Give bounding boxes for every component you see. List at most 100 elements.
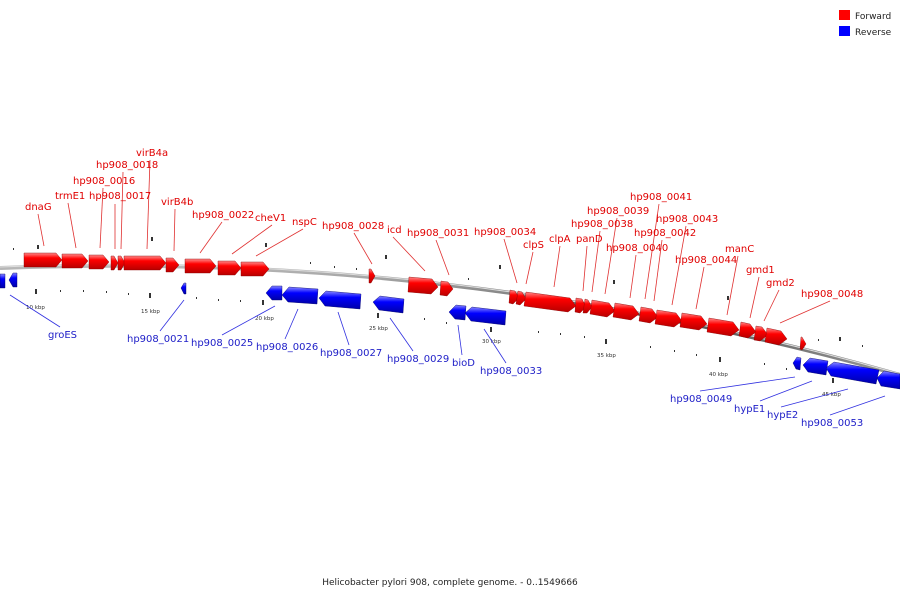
tick-minor-marks	[13, 248, 863, 370]
tick-minor	[240, 300, 241, 302]
gene-label-forward: cheV1	[255, 213, 286, 224]
gene-label-forward: hp908_0040	[606, 243, 668, 254]
gene-forward[interactable]	[88, 254, 110, 270]
leader-line	[255, 228, 304, 257]
gene-forward[interactable]	[117, 255, 126, 271]
tick-minor	[106, 291, 107, 293]
gene-label-forward: hp908_0042	[634, 228, 696, 239]
leader-line	[435, 239, 450, 276]
gene-forward[interactable]	[654, 309, 683, 328]
gene-forward[interactable]	[407, 276, 439, 295]
gene-reverse[interactable]	[876, 370, 900, 390]
gene-label-reverse: hp908_0053	[801, 418, 863, 429]
gene-reverse[interactable]	[372, 295, 405, 314]
gene-label-forward: hp908_0031	[407, 228, 469, 239]
gene-label-forward: hp908_0016	[73, 176, 135, 187]
leader-line	[99, 187, 104, 249]
gene-reverse[interactable]	[464, 306, 507, 326]
gene-label-forward: hp908_0048	[801, 289, 863, 300]
leader-line	[389, 317, 414, 352]
gene-forward[interactable]	[110, 255, 119, 271]
gene-forward[interactable]	[764, 327, 788, 346]
gene-label-reverse: hp908_0027	[320, 348, 382, 359]
tick-minor	[674, 350, 675, 352]
gene-forward[interactable]	[589, 299, 616, 318]
tick-minor	[13, 248, 14, 250]
gene-label-forward: panD	[576, 234, 603, 245]
tick-minor	[334, 266, 335, 268]
gene-forward[interactable]	[523, 291, 577, 313]
gene-reverse[interactable]	[265, 285, 283, 301]
gene-forward[interactable]	[612, 302, 640, 321]
gene-label-reverse: bioD	[452, 358, 475, 369]
gene-forward[interactable]	[217, 260, 242, 276]
gene-label-forward: manC	[725, 244, 754, 255]
leader-line	[591, 230, 601, 293]
gene-forward[interactable]	[23, 252, 63, 268]
leader-line	[159, 299, 185, 332]
tick-minor	[650, 346, 651, 348]
legend-forward-swatch	[839, 10, 850, 20]
gene-reverse[interactable]	[825, 361, 880, 385]
legend-forward-label: Forward	[855, 12, 891, 22]
leader-line	[457, 324, 463, 356]
gene-label-forward: gmd2	[766, 278, 795, 289]
gene-forward[interactable]	[123, 255, 167, 271]
leader-line	[582, 245, 588, 292]
legend: Forward Reverse	[839, 10, 892, 38]
gene-forward[interactable]	[61, 253, 89, 269]
gene-reverse[interactable]	[281, 286, 319, 305]
gene-reverse[interactable]	[8, 272, 18, 288]
gene-forward[interactable]	[638, 306, 659, 324]
gene-reverse[interactable]	[448, 304, 467, 321]
gene-label-forward: trmE1	[55, 191, 85, 202]
gene-label-forward: hp908_0017	[89, 191, 151, 202]
gene-label-reverse: hypE2	[767, 410, 798, 421]
gene-forward[interactable]	[574, 297, 587, 314]
legend-reverse-swatch	[839, 26, 850, 36]
gene-forward[interactable]	[738, 321, 757, 339]
gene-forward[interactable]	[582, 298, 593, 314]
gene-forward[interactable]	[679, 312, 708, 331]
gene-reverse[interactable]	[0, 273, 6, 289]
tick-minor	[786, 368, 787, 370]
tick-minor	[60, 290, 61, 292]
gene-label-forward: hp908_0043	[656, 214, 718, 225]
gene-label-reverse: hp908_0049	[670, 394, 732, 405]
gene-forward[interactable]	[368, 268, 376, 284]
tick-minor	[764, 363, 765, 365]
reverse-gene-labels: groES hp908_0021 hp908_0025 hp908_0026 h…	[48, 330, 863, 429]
gene-forward[interactable]	[799, 336, 807, 351]
tick-minor	[560, 333, 561, 335]
leader-line	[604, 217, 618, 295]
gene-label-forward: hp908_0018	[96, 160, 158, 171]
tick-label: 20 kbp	[255, 316, 274, 322]
gene-forward[interactable]	[439, 280, 454, 297]
gene-forward[interactable]	[706, 317, 740, 337]
gene-label-forward: hp908_0022	[192, 210, 254, 221]
leader-line	[759, 380, 813, 402]
gene-label-forward: icd	[387, 225, 402, 236]
gene-reverse[interactable]	[180, 282, 187, 295]
tick-minor	[862, 345, 863, 347]
gene-reverse[interactable]	[792, 356, 802, 371]
tick-minor	[696, 354, 697, 356]
tick-label: 35 kbp	[597, 353, 616, 359]
gene-label-forward: virB4a	[136, 148, 168, 159]
leader-line	[695, 266, 705, 310]
gene-label-reverse: hp908_0026	[256, 342, 318, 353]
gene-forward[interactable]	[184, 258, 217, 274]
gene-forward[interactable]	[165, 257, 180, 273]
gene-forward[interactable]	[240, 261, 270, 277]
leader-line	[173, 208, 176, 252]
gene-reverse[interactable]	[802, 357, 829, 376]
gene-forward[interactable]	[753, 325, 769, 342]
gene-label-reverse: hp908_0029	[387, 354, 449, 365]
leader-line	[525, 251, 534, 285]
genome-axis	[0, 263, 900, 377]
gene-reverse[interactable]	[318, 290, 362, 310]
leader-line	[199, 221, 223, 254]
leader-line	[284, 308, 299, 340]
gene-forward[interactable]	[515, 290, 527, 306]
tick-label: 10 kbp	[26, 305, 45, 311]
